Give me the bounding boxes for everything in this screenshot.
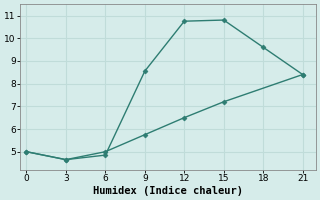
X-axis label: Humidex (Indice chaleur): Humidex (Indice chaleur) [93, 186, 243, 196]
